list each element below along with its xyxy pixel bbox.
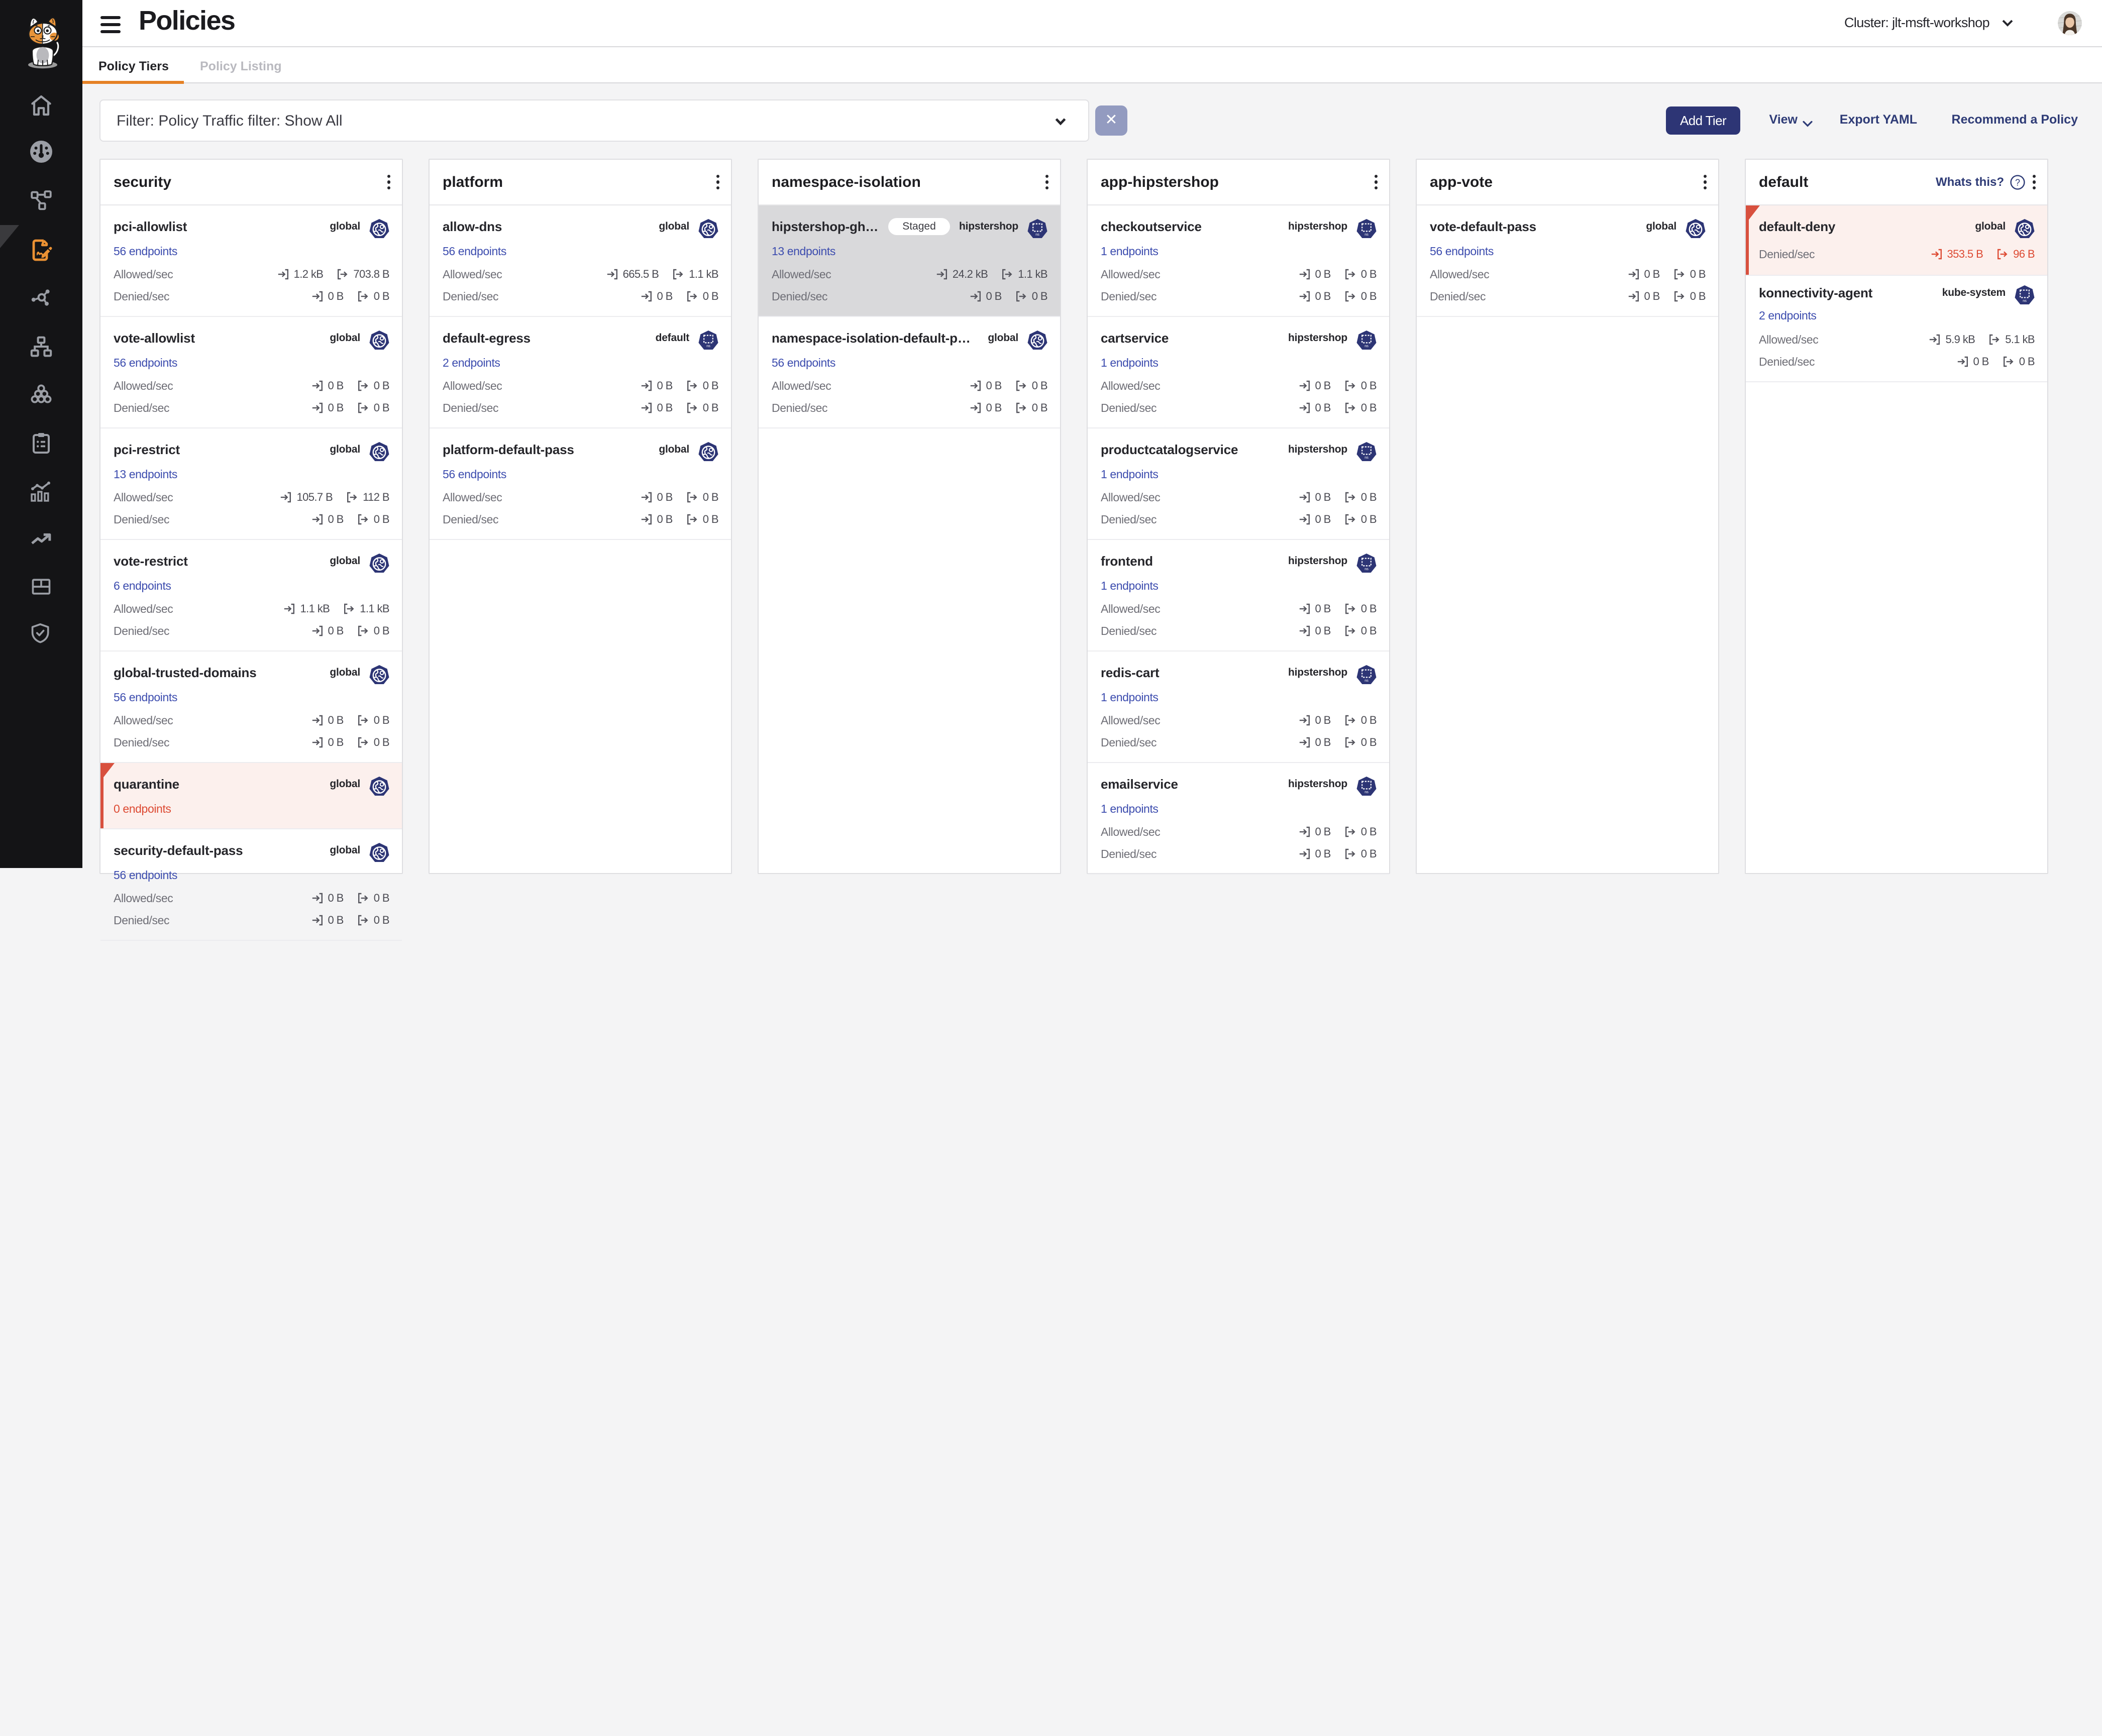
svg-text:ns: ns (1364, 567, 1369, 571)
svg-text:ns: ns (1364, 790, 1369, 794)
svg-text:ns: ns (1364, 455, 1369, 460)
svg-text:?: ? (2015, 177, 2020, 187)
svg-text:ns: ns (706, 344, 710, 348)
svg-text:ns: ns (1364, 344, 1369, 348)
svg-text:ns: ns (1364, 232, 1369, 237)
svg-text:ns: ns (2023, 298, 2027, 303)
svg-text:ns: ns (1364, 678, 1369, 683)
svg-text:ns: ns (1035, 232, 1039, 237)
